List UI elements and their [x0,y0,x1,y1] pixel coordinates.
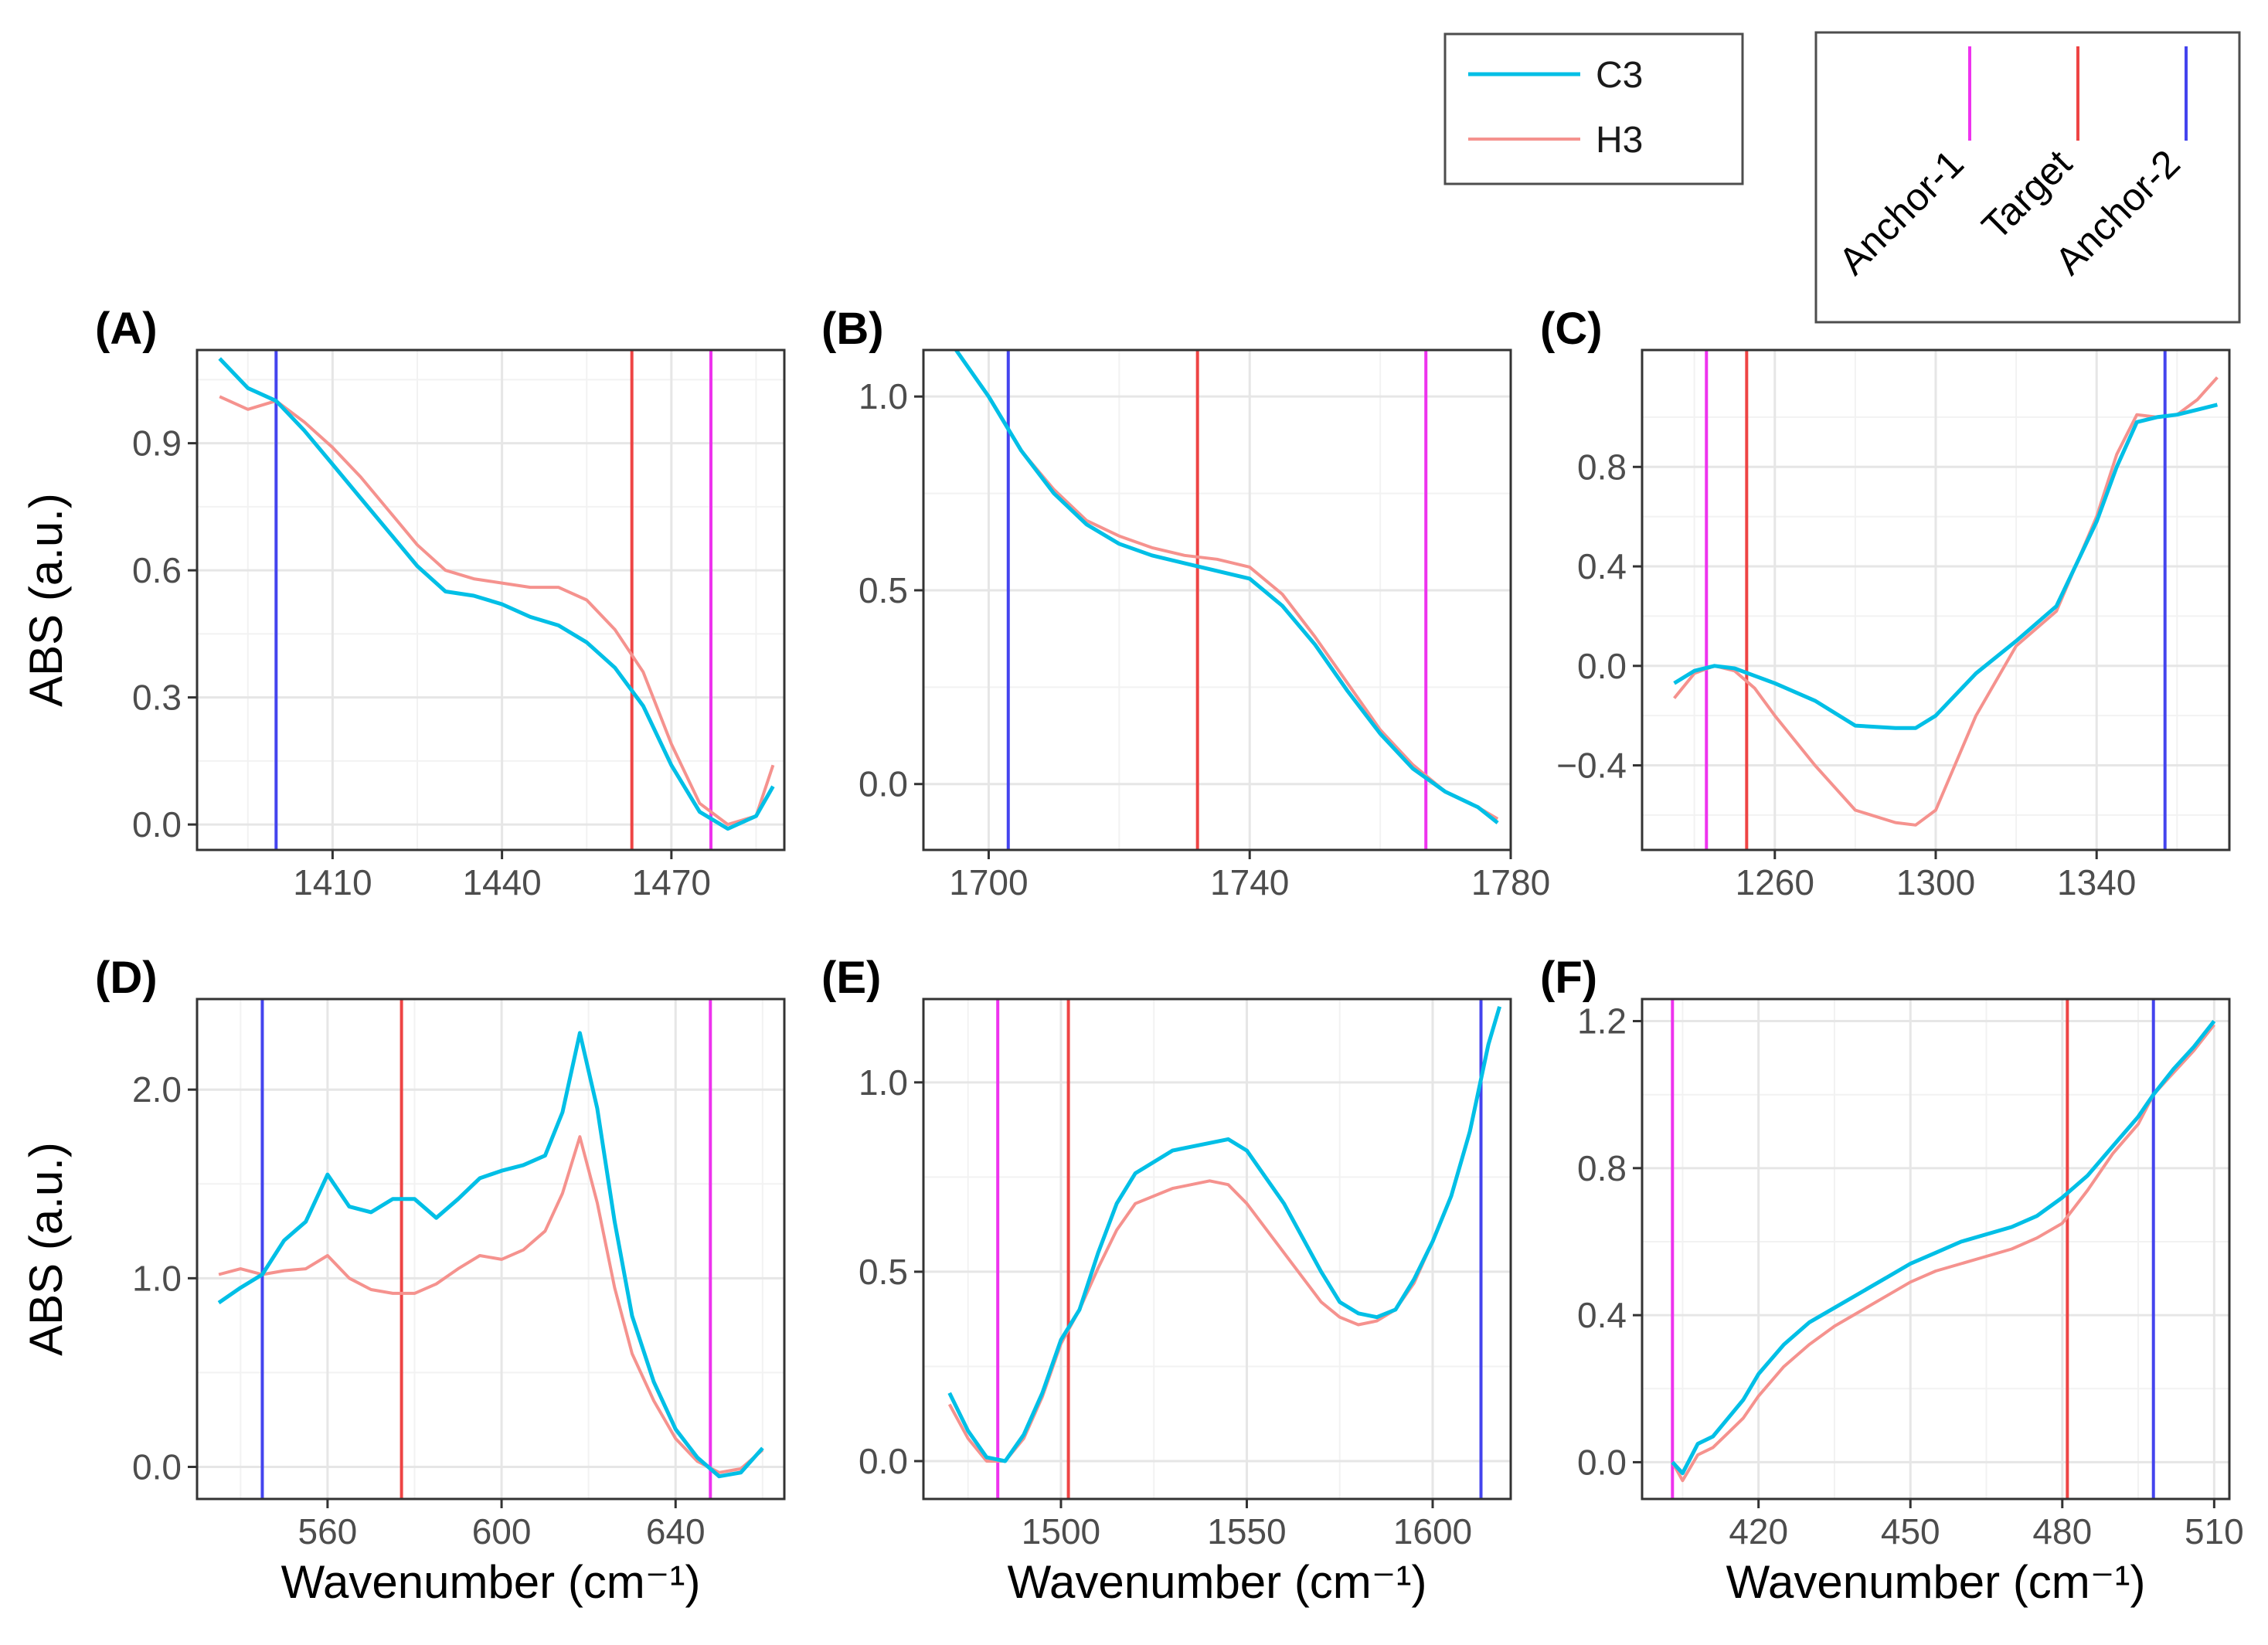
series-legend-box [1443,32,1744,185]
series-line-c3 [947,1006,1501,1463]
x-tick-label: 600 [472,1511,532,1552]
series-legend: C3 H3 [1443,32,1744,185]
marker-legend-box [1814,31,2241,324]
y-axis-label: ABS (a.u.) [20,493,72,707]
x-tick-label: 640 [646,1511,706,1552]
y-tick-label: 0.0 [132,804,182,845]
y-tick-label: 0.9 [132,423,182,464]
panel-e: 0.0 0.5 1.0 1500 1550 1600 (E) Wavenumber (cm⁻¹… [821,953,1512,1608]
x-tick-label: 480 [2032,1511,2092,1552]
panel-label: (F) [1540,953,1597,1003]
plot-frame [1641,998,2231,1501]
plot-frame [922,998,1512,1501]
y-tick-label: 0.0 [1577,1442,1627,1482]
panel-label: (E) [821,953,881,1003]
panel-f: 0.0 0.4 0.8 1.2 420 450 480 510 (F) Wavenumber (c… [1540,953,2244,1608]
y-axis-label: ABS (a.u.) [20,1142,72,1356]
series-line-h3 [218,1135,764,1474]
series-line-c3 [954,350,1499,824]
x-axis-label: Wavenumber (cm⁻¹) [1726,1556,2146,1608]
x-tick-label: 1440 [462,862,541,902]
y-tick-label: 1.0 [859,1062,908,1103]
y-tick-label: 0.5 [859,1252,908,1292]
series-line-c3 [1671,1019,2216,1476]
y-tick-label: 0.3 [132,678,182,718]
x-axis-label: Wavenumber (cm⁻¹) [281,1556,701,1608]
y-tick-label: 2.0 [132,1069,182,1110]
y-tick-label: 0.8 [1577,1148,1627,1188]
plot-background [1642,999,2229,1499]
x-tick-label: 450 [1881,1511,1940,1552]
panel-d: 0.0 1.0 2.0 560 600 640 (D) ABS (a.u.) Wavenumbe… [20,953,786,1608]
x-tick-label: 510 [2185,1511,2244,1552]
series-line-c3 [1673,403,2219,730]
y-tick-label: 1.0 [859,376,908,416]
legend-label-h3: H3 [1596,120,1643,161]
plot-background [197,999,784,1499]
y-tick-label: 0.0 [1577,646,1627,686]
x-tick-label: 1550 [1207,1511,1286,1552]
legend-label-c3: C3 [1596,55,1643,96]
panel-c: −0.4 0.0 0.4 0.8 1260 1300 1340 (C) [1540,304,2231,902]
y-tick-label: 0.5 [859,570,908,610]
series-line-c3 [217,1031,764,1479]
panel-label: (C) [1540,304,1603,354]
y-tick-label: 0.8 [1577,447,1627,487]
x-tick-label: 1500 [1022,1511,1100,1552]
panel-label: (A) [95,304,158,354]
y-tick-label: 0.0 [132,1446,182,1487]
x-tick-label: 1600 [1393,1511,1472,1552]
x-tick-label: 1410 [293,862,372,902]
y-tick-label: 0.4 [1577,546,1627,586]
x-tick-label: 560 [298,1511,358,1552]
x-axis-label: Wavenumber (cm⁻¹) [1008,1556,1427,1608]
y-tick-label: −0.4 [1556,746,1627,786]
plot-frame [196,348,786,851]
x-tick-label: 1700 [949,862,1028,902]
plot-frame [922,348,1512,851]
x-tick-label: 1300 [1896,862,1975,902]
series-line-h3 [1671,1024,2215,1483]
y-tick-label: 0.4 [1577,1295,1627,1335]
series-line-c3 [218,357,775,831]
panel-label: (B) [821,304,884,354]
x-tick-label: 1780 [1471,862,1550,902]
x-tick-label: 1740 [1210,862,1289,902]
x-tick-label: 1470 [632,862,711,902]
marker-legend: Anchor-1 Target Anchor-2 [1814,31,2241,324]
panel-label: (D) [95,953,158,1003]
panel-a: 0.0 0.3 0.6 0.9 1410 1440 1470 (A) ABS (a.u.) [20,304,786,902]
series-line-h3 [219,395,775,827]
series-line-h3 [1673,376,2219,827]
x-tick-label: 1340 [2057,862,2136,902]
y-tick-label: 1.0 [132,1258,182,1298]
y-tick-label: 1.2 [1577,1001,1627,1042]
x-tick-label: 1260 [1736,862,1814,902]
plot-background [923,999,1511,1499]
y-tick-label: 0.0 [859,1441,908,1481]
plot-frame [196,998,786,1501]
y-tick-label: 0.0 [859,764,908,804]
panel-b: 0.0 0.5 1.0 1700 1740 1780 (B) [821,304,1550,902]
x-tick-label: 420 [1729,1511,1788,1552]
y-tick-label: 0.6 [132,550,182,590]
